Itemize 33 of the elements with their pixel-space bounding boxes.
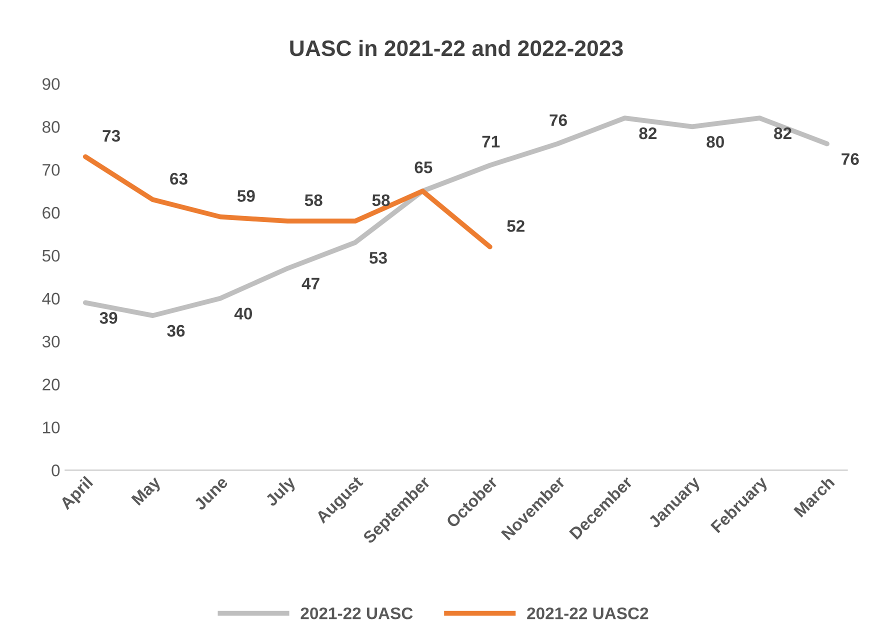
data-label: 36	[167, 324, 185, 337]
x-tick-label: May	[131, 475, 164, 508]
data-label: 71	[482, 136, 500, 148]
data-label: 76	[842, 153, 859, 165]
y-tick-label: 70	[42, 164, 60, 176]
y-tick-label: 40	[42, 292, 60, 305]
data-label: 63	[170, 172, 188, 185]
data-label: 82	[639, 127, 657, 140]
data-label: 73	[102, 130, 120, 142]
data-label: 58	[372, 194, 390, 206]
legend-label: 2021-22 UASC	[300, 607, 413, 620]
data-label: 39	[100, 312, 118, 324]
legend-label: 2021-22 UASC2	[527, 607, 648, 620]
line-series	[82, 154, 492, 250]
data-label: 76	[550, 114, 567, 126]
chart-title: UASC in 2021-22 and 2022-2023	[290, 40, 623, 56]
y-tick-label: 0	[52, 464, 60, 476]
y-tick-label: 10	[43, 422, 60, 434]
y-tick-label: 90	[42, 78, 60, 90]
y-tick-label: 20	[42, 378, 60, 390]
y-tick-label: 50	[42, 250, 60, 262]
data-label: 65	[414, 162, 432, 174]
data-label: 80	[706, 136, 724, 148]
data-label: 47	[302, 278, 320, 290]
data-label: 53	[369, 252, 387, 264]
data-label: 52	[507, 220, 524, 232]
data-label: 82	[774, 127, 792, 140]
data-label: 40	[234, 308, 252, 320]
y-tick-label: 60	[42, 206, 60, 219]
data-label: 58	[304, 194, 322, 206]
y-tick-label: 30	[42, 336, 60, 348]
data-label: 59	[237, 190, 255, 202]
y-tick-label: 80	[42, 121, 60, 133]
